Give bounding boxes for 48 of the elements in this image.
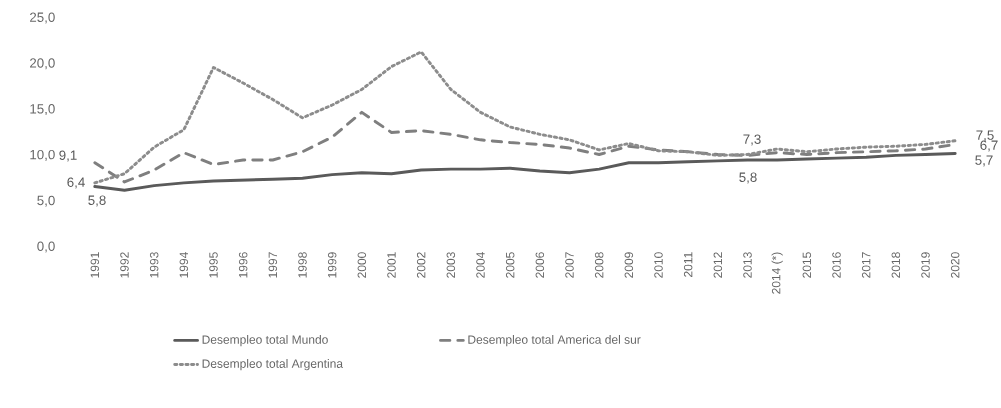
annotation: 6,4 [67, 177, 85, 189]
x-tick-label: 2005 [505, 252, 515, 278]
x-tick-label: 2004 [476, 252, 485, 278]
x-tick-label: 2018 [891, 252, 901, 278]
x-tick-label: 2011 [683, 252, 693, 277]
x-tick-label: 1993 [149, 252, 159, 278]
text: 5,7 [975, 155, 993, 167]
x-tick-label: 1999 [327, 252, 337, 278]
x-tick-label: 2003 [446, 252, 456, 278]
x-tick-label: 2006 [535, 252, 545, 278]
annotation: 7,3 [743, 134, 761, 146]
text: 9,1 [59, 150, 77, 162]
x-tick-label: 2010 [654, 252, 663, 278]
y-tick-label: 25,0 [30, 12, 55, 24]
legend-label: Desempleo total Mundo [202, 335, 328, 347]
x-tick-label: 2015 [802, 252, 812, 278]
x-tick-label: 2017 [861, 252, 871, 278]
x-tick-label: 2016 [832, 252, 841, 278]
x-tick-label: 2019 [921, 252, 930, 278]
x-tick-label: 1994 [179, 252, 189, 278]
x-tick-label: 2009 [624, 252, 634, 278]
y-tick-label: 5,0 [37, 195, 55, 207]
y-tick-label: 20,0 [30, 58, 55, 70]
legend-label: Desempleo total America del sur [468, 335, 641, 347]
annotation: 5,8 [739, 172, 757, 184]
x-tick-label: 2008 [594, 252, 604, 278]
text: 6,7 [980, 140, 998, 152]
legend-label: Desempleo total Argentina [202, 359, 344, 371]
y-tick-label: 0,0 [37, 241, 55, 253]
y-tick-label: 10,0 [30, 149, 55, 161]
line-series [93, 50, 957, 185]
x-tick-label: 1996 [238, 252, 248, 278]
x-tick-label: 2001 [387, 252, 396, 278]
annotation: 5,8 [88, 195, 106, 207]
x-tick-label: 2014 (*) [771, 252, 783, 294]
x-tick-label: 1997 [268, 252, 278, 278]
y-tick-label: 15,0 [30, 104, 55, 116]
x-tick-label: 2020 [950, 252, 960, 278]
x-tick-label: 1995 [209, 252, 218, 278]
x-tick-label: 2012 [713, 252, 723, 278]
text: 7,5 [976, 130, 994, 142]
x-tick-label: 2002 [416, 252, 426, 278]
x-tick-label: 2013 [743, 252, 752, 278]
x-tick-label: 1998 [298, 252, 307, 278]
x-tick-label: 1991 [90, 252, 100, 278]
x-tick-label: 2007 [565, 252, 574, 278]
x-tick-label: 2000 [357, 252, 367, 278]
x-tick-label: 1992 [120, 252, 129, 278]
